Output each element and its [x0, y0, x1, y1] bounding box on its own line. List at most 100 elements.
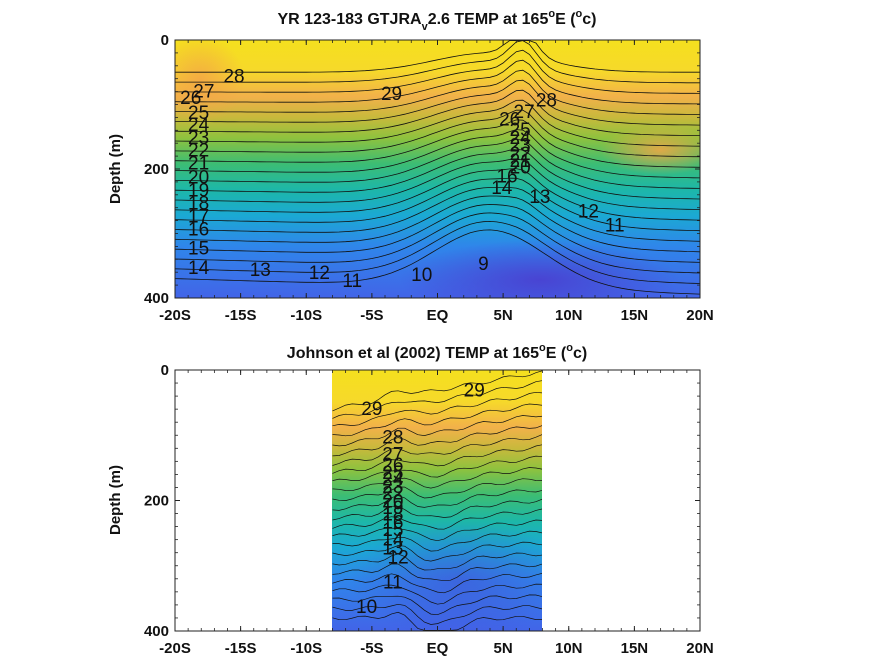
x-tick-label: -5S	[360, 307, 383, 324]
contour-label: 20	[510, 157, 531, 178]
isotherm-line	[332, 467, 542, 492]
isotherm-line	[175, 229, 700, 295]
isotherm-line	[332, 519, 542, 542]
contour-label: 21	[188, 154, 209, 175]
x-tick-label: -15S	[225, 640, 257, 656]
contour-label: 21	[510, 151, 531, 172]
isotherm-line	[332, 489, 542, 511]
x-tick-label: 10N	[555, 640, 583, 656]
isotherm-line	[332, 403, 542, 437]
contour-label: 12	[388, 548, 409, 569]
isotherm-line	[332, 425, 542, 457]
isotherm-line	[175, 89, 700, 137]
contour-label: 20	[382, 492, 403, 513]
contour-label: 16	[382, 512, 403, 533]
x-tick-label: 15N	[621, 307, 649, 324]
y-axis-label: Depth (m)	[107, 465, 124, 535]
contour-label: 12	[578, 201, 599, 222]
contour-label: 10	[411, 265, 432, 286]
isotherm-line	[332, 572, 542, 594]
x-tick-label: -15S	[225, 307, 257, 324]
y-tick-label: 200	[144, 493, 169, 510]
y-tick-label: 400	[144, 623, 169, 640]
x-tick-label: EQ	[427, 640, 449, 656]
contour-label: 25	[188, 103, 209, 124]
x-tick-label: 20N	[686, 640, 714, 656]
isotherm-line	[175, 129, 700, 179]
y-tick-label: 400	[144, 290, 169, 307]
contour-label: 22	[188, 141, 209, 162]
panel-bottom: Johnson et al (2002) TEMP at 165oE (oc) …	[107, 342, 714, 656]
cold-core	[350, 520, 542, 631]
contour-label: 15	[188, 239, 209, 260]
axes-bottom: -20S -15S -10S -5S EQ 5N 10N 15N 20N 0 200 400	[144, 362, 714, 656]
x-tick-label: -20S	[159, 307, 191, 324]
contour-label: 13	[529, 187, 550, 208]
isotherm-line	[175, 79, 700, 126]
isotherm-line	[332, 508, 542, 530]
contour-label: 11	[342, 271, 362, 292]
isotherm-line	[175, 148, 700, 200]
isotherm-line	[332, 530, 542, 552]
x-tick-label: -20S	[159, 640, 191, 656]
isotherm-line	[332, 563, 542, 582]
contour-label: 12	[309, 263, 330, 284]
x-tick-label: 20N	[686, 307, 714, 324]
x-tick-label: 10N	[555, 307, 583, 324]
contour-label: 24	[188, 115, 210, 136]
isotherm-line	[175, 212, 700, 274]
panel-top: YR 123-183 GTJRAv2.6 TEMP at 165oE (oc) …	[107, 8, 714, 324]
contour-label: 23	[188, 128, 209, 149]
y-tick-label: 200	[144, 161, 169, 178]
contour-label: 15	[382, 520, 403, 541]
isotherm-line	[332, 498, 542, 521]
contour-label: 10	[356, 597, 377, 618]
isotherm-line	[332, 415, 542, 447]
axes-top: -20S -15S -10S -5S EQ 5N 10N 15N 20N 0 200 400	[144, 32, 714, 324]
isotherm-line	[175, 177, 700, 232]
contour-label: 20	[188, 168, 209, 189]
isotherm-line	[175, 59, 700, 105]
x-tick-label: -10S	[290, 640, 322, 656]
isotherm-line	[175, 99, 700, 147]
isotherm-line	[332, 455, 542, 481]
x-tick-label: -10S	[290, 307, 322, 324]
contour-label: 26	[180, 88, 201, 109]
chart-title: Johnson et al (2002) TEMP at 165oE (oc)	[287, 342, 587, 362]
contour-label: 14	[491, 178, 513, 199]
contour-label: 24	[510, 128, 532, 149]
isotherm-line	[332, 603, 542, 625]
cold-core	[400, 240, 680, 298]
isotherm-line	[175, 40, 700, 84]
contour-label: 14	[188, 258, 210, 279]
contour-label: 14	[382, 529, 404, 550]
isotherm-line	[332, 541, 542, 562]
contour-label: 27	[193, 81, 214, 102]
contour-label: 16	[496, 166, 517, 187]
contour-label: 13	[382, 538, 403, 559]
isotherm-line	[175, 69, 700, 115]
contour-label: 11	[605, 215, 625, 236]
isotherm-line	[175, 168, 700, 221]
contour-label: 26	[382, 455, 403, 476]
contour-label: 18	[188, 194, 209, 215]
isotherm-line	[175, 138, 700, 189]
isotherm-line	[332, 370, 542, 412]
isotherm-line	[175, 195, 700, 253]
contour-label: 19	[188, 181, 209, 202]
contour-label: 9	[478, 254, 489, 275]
isotherm-line	[175, 204, 700, 263]
isotherm-line	[175, 186, 700, 242]
contour-label: 11	[383, 572, 403, 593]
contour-label: 13	[250, 260, 271, 281]
isotherm-line	[175, 119, 700, 168]
y-tick-label: 0	[161, 32, 169, 49]
contour-label: 25	[510, 120, 531, 141]
isotherm-line	[332, 391, 542, 427]
isotherm-line	[332, 594, 542, 616]
y-axis-label: Depth (m)	[107, 134, 124, 204]
contour-label: 29	[381, 84, 402, 105]
